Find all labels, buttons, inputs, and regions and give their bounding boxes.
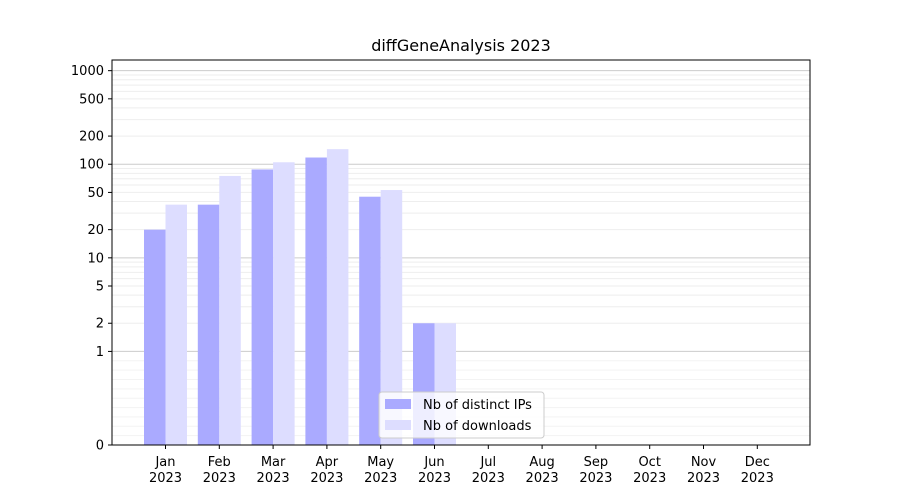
y-tick-label: 2	[96, 317, 104, 332]
legend-swatch	[385, 420, 411, 430]
legend-label: Nb of distinct IPs	[423, 398, 532, 413]
bar-nb-of-distinct-ips	[197, 204, 220, 445]
x-tick-label: Apr 2023	[310, 455, 343, 486]
legend-box	[378, 391, 545, 439]
y-axis: 0 1 2 5 10 20 50 100 200 500 1000	[71, 64, 112, 454]
plot-frame	[111, 59, 811, 446]
bar-nb-of-distinct-ips	[251, 169, 274, 446]
bar-nb-of-distinct-ips	[144, 229, 166, 445]
legend-label: Nb of downloads	[423, 419, 532, 434]
x-tick-label: Mar 2023	[257, 455, 290, 486]
x-tick-label: Sep 2023	[579, 455, 612, 486]
bar-nb-of-distinct-ips	[359, 196, 381, 445]
bar-nb-of-distinct-ips	[305, 157, 327, 445]
y-tick-label: 0	[96, 439, 104, 454]
chart-title: diffGeneAnalysis 2023	[371, 36, 551, 55]
x-tick-label: Jul 2023	[472, 455, 505, 486]
legend-swatch	[385, 399, 411, 409]
x-tick-label: May 2023	[364, 455, 397, 486]
y-tick-label: 10	[87, 251, 104, 266]
x-axis: Jan 2023 Feb 2023 Mar 2023 Apr 2023 May 2023 Jun 20…	[149, 445, 774, 486]
x-tick-label: Dec 2023	[741, 455, 774, 486]
y-tick-label: 20	[87, 223, 104, 238]
bar-nb-of-downloads	[380, 190, 403, 445]
y-tick-label: 200	[79, 130, 104, 145]
bar-nb-of-downloads	[219, 175, 241, 445]
y-tick-label: 1000	[71, 64, 104, 79]
x-tick-label: Jun 2023	[418, 455, 451, 486]
y-tick-label: 100	[79, 158, 104, 173]
legend: Nb of distinct IPs Nb of downloads	[378, 391, 545, 439]
x-tick-label: Jan 2023	[149, 455, 182, 486]
y-tick-label: 500	[79, 92, 104, 107]
x-tick-label: Feb 2023	[203, 455, 236, 486]
x-tick-label: Oct 2023	[633, 455, 666, 486]
x-tick-label: Aug 2023	[526, 455, 559, 486]
bar-nb-of-downloads	[273, 162, 295, 446]
y-tick-label: 1	[96, 345, 104, 360]
bar-nb-of-downloads	[165, 204, 187, 445]
y-tick-label: 50	[87, 186, 104, 201]
y-tick-label: 5	[96, 280, 104, 295]
bar-nb-of-downloads	[326, 149, 349, 445]
x-tick-label: Nov 2023	[687, 455, 720, 486]
